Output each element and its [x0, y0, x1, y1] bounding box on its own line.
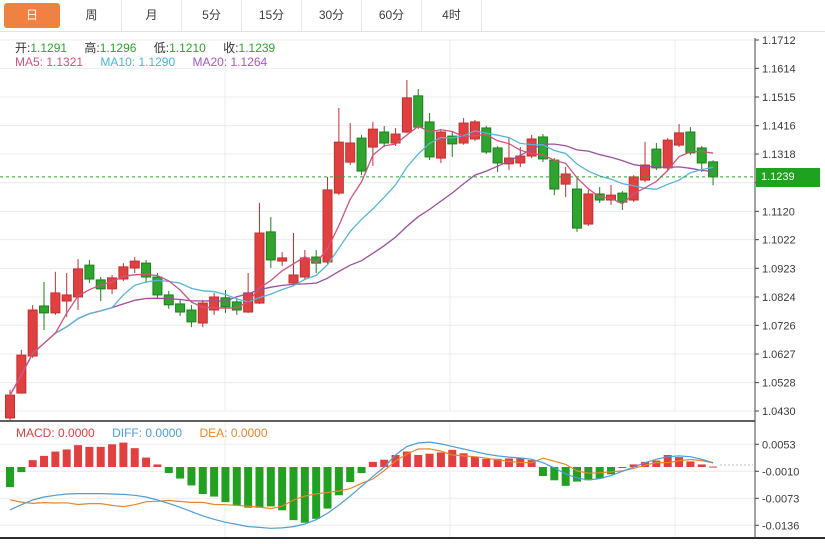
tab-60min[interactable]: 60分	[362, 0, 422, 31]
diff-value: 0.0000	[145, 426, 183, 440]
svg-text:1.1614: 1.1614	[762, 63, 796, 75]
dea-value: 0.0000	[230, 426, 268, 440]
low-value: 1.1210	[169, 41, 206, 55]
macd-readout: MACD: 0.0000 DIFF: 0.0000 DEA: 0.0000	[16, 426, 282, 440]
close-value: 1.1239	[238, 41, 276, 55]
close-label: 收:	[223, 41, 239, 55]
ma10-value: 1.1290	[138, 55, 176, 69]
tab-30min[interactable]: 30分	[302, 0, 362, 31]
timeframe-tabbar: 日 周 月 5分 15分 30分 60分 4时	[0, 0, 825, 32]
svg-text:0.0053: 0.0053	[762, 439, 796, 451]
ma5-value: 1.1321	[46, 55, 84, 69]
svg-text:1.1416: 1.1416	[762, 121, 796, 133]
svg-text:1.1120: 1.1120	[762, 206, 795, 218]
svg-text:-0.0073: -0.0073	[762, 493, 799, 505]
high-value: 1.1296	[99, 41, 137, 55]
svg-text:1.0726: 1.0726	[762, 320, 796, 332]
ma20-label: MA20:	[192, 55, 228, 69]
candlestick-macd-chart[interactable]: 1.17121.16141.15151.14161.13181.12191.11…	[0, 31, 825, 544]
open-value: 1.1291	[30, 41, 68, 55]
ohlc-readout: 开:1.1291 高:1.1296 低:1.1210 收:1.1239	[15, 39, 289, 56]
tab-5min[interactable]: 5分	[182, 0, 242, 31]
diff-label: DIFF:	[112, 426, 143, 440]
svg-text:1.0528: 1.0528	[762, 378, 796, 390]
svg-text:1.0923: 1.0923	[762, 263, 796, 275]
tab-month[interactable]: 月	[122, 0, 182, 31]
open-label: 开:	[15, 41, 31, 55]
current-price-tag: 1.1239	[756, 168, 820, 187]
ma10-label: MA10:	[100, 55, 136, 69]
svg-text:1.0430: 1.0430	[762, 406, 796, 418]
high-label: 高:	[84, 41, 100, 55]
tab-day[interactable]: 日	[0, 0, 62, 31]
macd-value: 0.0000	[58, 426, 95, 440]
ma-readout: MA5: 1.1321 MA10: 1.1290 MA20: 1.1264	[15, 55, 281, 69]
svg-text:-0.0010: -0.0010	[762, 466, 799, 478]
chart-region: 1.17121.16141.15151.14161.13181.12191.11…	[0, 31, 825, 544]
svg-text:1.1022: 1.1022	[762, 235, 796, 247]
macd-label: MACD:	[16, 426, 55, 440]
tab-week[interactable]: 周	[62, 0, 122, 31]
svg-text:1.0824: 1.0824	[762, 292, 796, 304]
ma20-value: 1.1264	[230, 55, 268, 69]
ma5-label: MA5:	[15, 55, 44, 69]
svg-text:1.1515: 1.1515	[762, 92, 796, 104]
svg-text:1.1318: 1.1318	[762, 149, 796, 161]
tab-4hour[interactable]: 4时	[422, 0, 482, 31]
dea-label: DEA:	[199, 426, 228, 440]
tab-day-label: 日	[4, 3, 60, 28]
low-label: 低:	[153, 41, 170, 55]
svg-text:1.0627: 1.0627	[762, 349, 796, 361]
tab-15min[interactable]: 15分	[242, 0, 302, 31]
svg-text:-0.0136: -0.0136	[762, 520, 799, 532]
svg-text:1.1712: 1.1712	[762, 35, 796, 47]
